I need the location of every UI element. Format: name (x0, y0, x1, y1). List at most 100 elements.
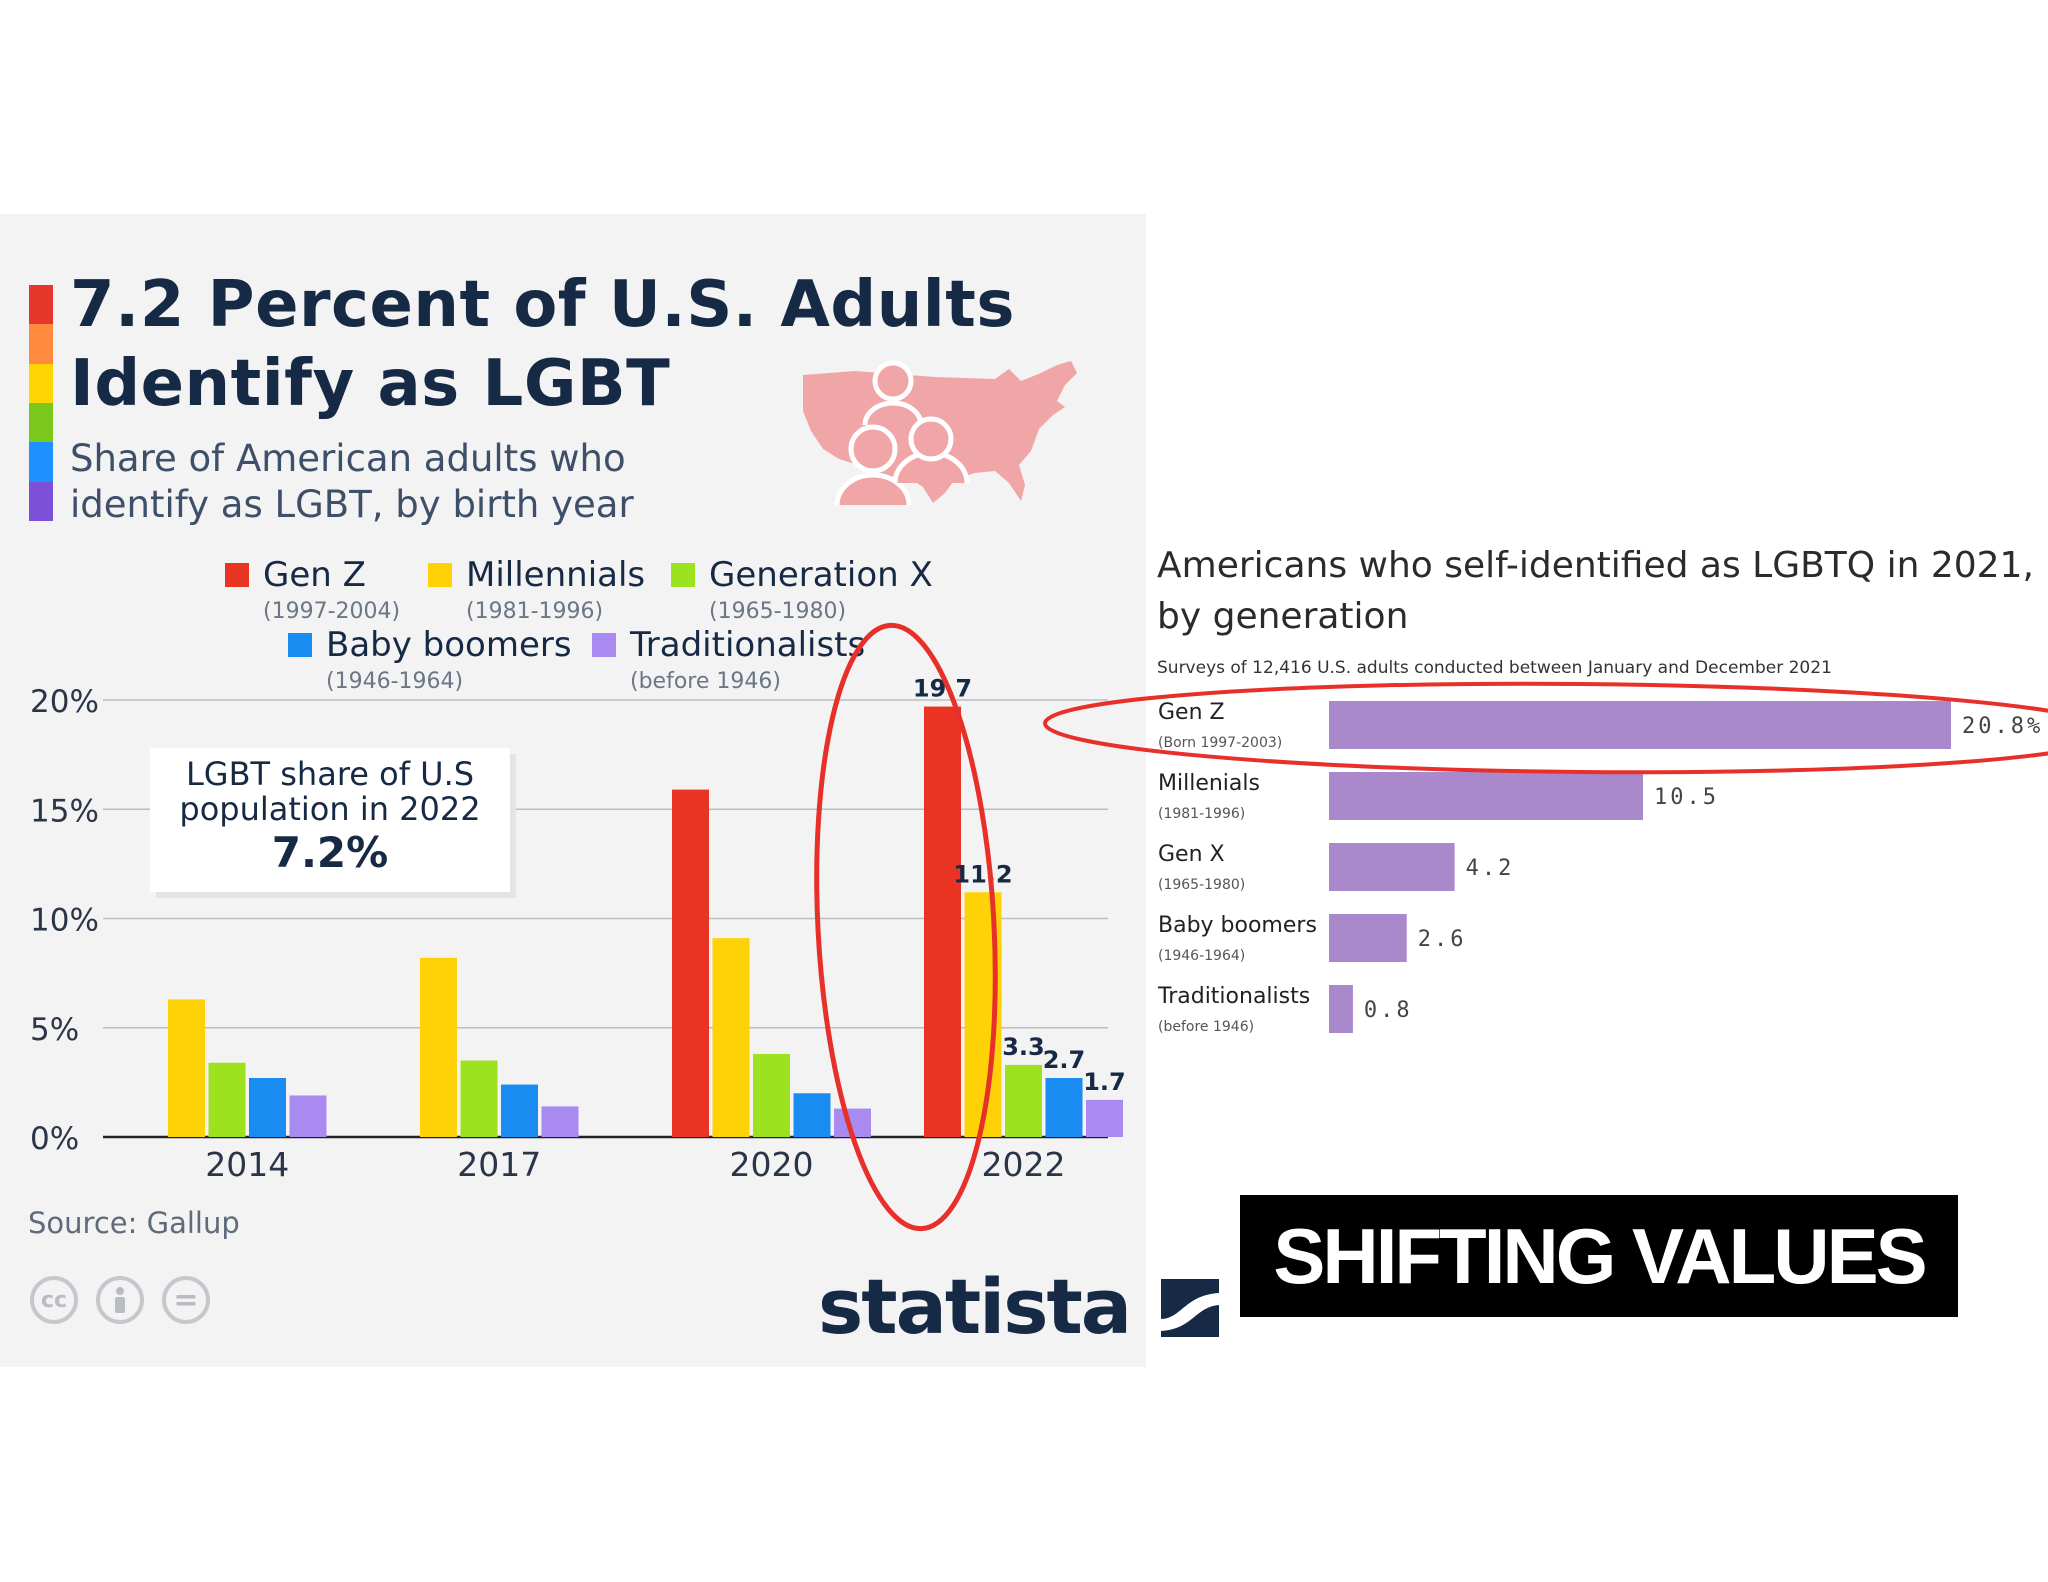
y-tick-label: 15% (30, 793, 99, 829)
bar-2022-baby-boomers (1045, 1078, 1083, 1137)
bar-2022-traditionalists (1086, 1099, 1123, 1137)
rainbow-segment (29, 285, 53, 325)
right-bar-chart: Gen Z (Born 1997-2003) 20.8% Millenials (198… (1157, 700, 2043, 1035)
legend-years: (1997-2004) (263, 599, 401, 624)
bar-2020-millennials (712, 938, 750, 1137)
bar-2014-traditionalists (289, 1095, 327, 1137)
legend-label: Generation X (709, 555, 933, 595)
category-label: Gen X (1158, 842, 1225, 867)
rainbow-stripe (29, 285, 53, 521)
bar-millenials (1329, 772, 1643, 820)
legend-swatch (592, 633, 616, 657)
right-chart-title: Americans who self-identified as LGBTQ i… (1157, 540, 2037, 642)
legend-label: Baby boomers (326, 625, 572, 665)
bar-2020-generation-x (753, 1053, 790, 1137)
category-label: Gen Z (1158, 700, 1225, 725)
legend-years: (1965-1980) (709, 599, 847, 624)
rainbow-segment (29, 442, 53, 482)
bar-2022-generation-x (1005, 1064, 1042, 1137)
data-label: 3.3 (1002, 1033, 1045, 1061)
category-label: Baby boomers (1158, 913, 1317, 938)
title-line-2: Identify as LGBT (70, 347, 671, 421)
legend-label: Millennials (466, 555, 646, 595)
right-title-line-1: Americans who self-identified as LGBTQ i… (1157, 545, 2034, 586)
bar-2022-millennials (964, 892, 1002, 1137)
title-line-1: 7.2 Percent of U.S. Adults (70, 268, 1015, 342)
legend-swatch (225, 563, 249, 587)
cc-icon: cc (30, 1276, 78, 1324)
legend-swatch (288, 633, 312, 657)
shifting-values-banner: SHIFTING VALUES (1240, 1195, 1958, 1317)
bar-2014-generation-x (208, 1062, 246, 1137)
value-label: 10.5 (1654, 785, 1719, 810)
x-tick-label: 2017 (457, 1145, 541, 1184)
value-label: 20.8% (1962, 714, 2043, 739)
legend-years: (1946-1964) (326, 669, 464, 694)
value-label: 4.2 (1466, 856, 1515, 881)
category-sublabel: (1946-1964) (1158, 948, 1245, 964)
legend-years: (before 1946) (630, 669, 781, 694)
rainbow-segment (29, 363, 53, 403)
category-sublabel: (1981-1996) (1158, 806, 1245, 822)
legend-swatch (671, 563, 695, 587)
bar-gen-x (1329, 843, 1455, 891)
subtitle-line-1: Share of American adults who (70, 437, 626, 480)
data-label: 19.7 (913, 675, 972, 703)
x-tick-label: 2022 (982, 1145, 1066, 1184)
bar-2020-traditionalists (834, 1108, 871, 1137)
x-tick-label: 2014 (205, 1145, 289, 1184)
bar-2017-traditionalists (541, 1106, 579, 1137)
category-sublabel: (Born 1997-2003) (1158, 735, 1282, 751)
y-tick-label: 10% (30, 903, 99, 939)
callout-background (150, 748, 510, 892)
callout-line-2: population in 2022 (179, 790, 480, 828)
source-note: Source: Gallup (28, 1206, 240, 1240)
right-title-line-2: by generation (1157, 596, 1409, 637)
callout-value: 7.2% (272, 828, 388, 877)
left-chart-title: 7.2 Percent of U.S. Adults Identify as L… (70, 266, 1015, 424)
bar-2020-gen-z (672, 789, 709, 1137)
people-icon (834, 360, 970, 506)
legend-label: Gen Z (263, 555, 366, 595)
brand-name: statista (818, 1262, 1132, 1351)
bar-2014-millennials (168, 999, 205, 1137)
statista-logo: statista (818, 1262, 1219, 1351)
bar-baby-boomers (1329, 914, 1407, 962)
value-label: 0.8 (1364, 998, 1413, 1023)
bar-2017-baby-boomers (501, 1084, 538, 1137)
value-label: 2.6 (1418, 927, 1467, 952)
left-bar-chart: 0% 5% 10% 15% 20% 2014 2017 2020 2022 19.7 11.2 3.3… (30, 675, 1126, 1184)
right-chart-subtitle: Surveys of 12,416 U.S. adults conducted … (1157, 658, 1832, 678)
data-label: 2.7 (1043, 1046, 1086, 1074)
y-tick-label: 20% (30, 684, 99, 720)
category-label: Millenials (1158, 771, 1260, 796)
person-icon (115, 1287, 125, 1313)
callout-line-1: LGBT share of U.S (186, 755, 474, 793)
rainbow-segment (29, 402, 53, 443)
attribution-icon (96, 1276, 144, 1324)
bar-2017-generation-x (460, 1060, 498, 1137)
us-map-illustration (803, 360, 1077, 506)
data-label: 11.2 (953, 860, 1012, 888)
y-tick-label: 0% (30, 1121, 79, 1157)
x-tick-label: 2020 (730, 1145, 814, 1184)
bar-traditionalists (1329, 985, 1353, 1033)
bar-2020-baby-boomers (793, 1093, 831, 1137)
subtitle-line-2: identify as LGBT, by birth year (70, 483, 634, 526)
bar-2022-gen-z (924, 706, 961, 1137)
legend-years: (1981-1996) (466, 599, 604, 624)
bar-2017-millennials (420, 957, 457, 1137)
rainbow-segment (29, 481, 53, 521)
bar-gen-z (1329, 701, 1951, 749)
category-label: Traditionalists (1157, 984, 1310, 1009)
category-sublabel: (1965-1980) (1158, 877, 1245, 893)
no-derivatives-icon: = (162, 1276, 210, 1324)
data-label: 1.7 (1083, 1068, 1126, 1096)
y-tick-label: 5% (30, 1012, 79, 1048)
statista-mark-icon (1160, 1279, 1219, 1337)
bar-2014-baby-boomers (249, 1078, 286, 1137)
legend-swatch (428, 563, 452, 587)
category-sublabel: (before 1946) (1158, 1019, 1254, 1035)
left-chart-subtitle: Share of American adults who identify as… (70, 436, 690, 528)
